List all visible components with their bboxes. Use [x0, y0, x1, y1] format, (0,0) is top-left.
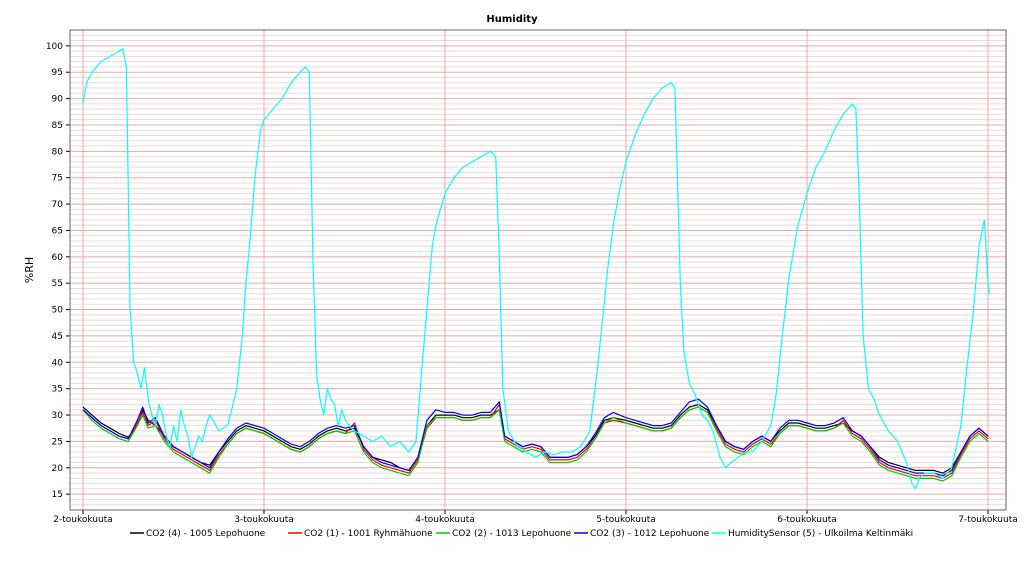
y-tick-label: 20	[52, 464, 64, 474]
x-tick-label: 5-toukokuuta	[596, 515, 656, 525]
x-tick-label: 4-toukokuuta	[415, 515, 475, 525]
series-line-4	[82, 398, 989, 477]
x-tick-label: 3-toukokuuta	[234, 515, 294, 525]
x-tick-label: 6-toukokuuta	[777, 515, 837, 525]
y-tick-label: 45	[52, 332, 63, 342]
y-tick-label: 35	[52, 385, 63, 395]
y-tick-label: 40	[52, 358, 64, 368]
y-tick-label: 75	[52, 174, 63, 184]
plot-background	[70, 30, 1006, 510]
y-tick-label: 25	[52, 437, 63, 447]
chart-title: Humidity	[486, 14, 538, 25]
y-tick-label: 50	[52, 306, 64, 316]
x-tick-label: 7-toukokuuta	[958, 515, 1018, 525]
y-tick-label: 95	[52, 68, 63, 78]
series-line-5	[82, 47, 991, 490]
series-line-3	[82, 406, 989, 482]
y-tick-label: 80	[52, 147, 64, 157]
legend: CO2 (4) - 1005 Lepohuone CO2 (1) - 1001 R…	[130, 529, 913, 539]
y-tick-label: 85	[52, 121, 63, 131]
y-tick-label: 70	[52, 200, 64, 210]
y-tick-label: 55	[52, 279, 63, 289]
legend-label-5: HumiditySensor (5) - Ulkoilma Keltinmäki	[728, 529, 913, 539]
plot-area: 15 20 25 30 35 40 45 50 55 60 65 70 75 80 85 90 95 100 2-t…	[46, 29, 1018, 525]
y-axis-label: %RH	[23, 257, 36, 283]
y-tick-label: 65	[52, 226, 63, 236]
legend-label-1: CO2 (4) - 1005 Lepohuone	[146, 529, 266, 539]
plot-border	[69, 29, 1007, 511]
legend-label-3: CO2 (2) - 1013 Lepohuone	[452, 529, 572, 539]
y-tick-label: 100	[46, 42, 63, 52]
y-tick-label: 30	[52, 411, 64, 421]
legend-label-4: CO2 (3) - 1012 Lepohuone	[590, 529, 710, 539]
y-tick-label: 90	[52, 95, 64, 105]
legend-label-2: CO2 (1) - 1001 Ryhmähuone	[304, 529, 433, 539]
y-tick-label: 60	[52, 253, 64, 263]
y-tick-label: 15	[52, 490, 63, 500]
x-tick-label: 2-toukokuuta	[53, 515, 113, 525]
